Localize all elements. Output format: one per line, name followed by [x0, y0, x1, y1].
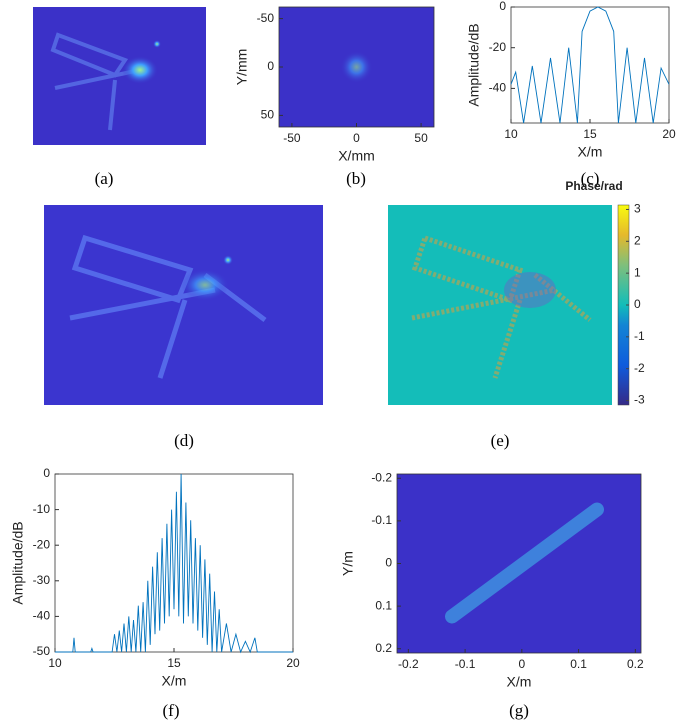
x-tick-label: 15 — [167, 656, 181, 670]
y-tick-label: 0.1 — [375, 598, 392, 612]
y-tick-label: -30 — [33, 573, 51, 587]
caption: (c) — [581, 169, 600, 188]
colorbar-tick-label: 0 — [634, 297, 641, 311]
y-tick-label: -40 — [33, 609, 51, 623]
y-axis-label: Amplitude/dB — [466, 23, 482, 106]
image-e — [388, 204, 630, 406]
y-axis-label: Y/mm — [234, 49, 250, 86]
caption: (a) — [95, 169, 114, 188]
caption: (d) — [174, 431, 194, 450]
image-a — [33, 7, 206, 145]
y-tick-label: 0.2 — [375, 641, 392, 655]
y-axis-label: Y/m — [340, 551, 356, 576]
x-axis-label: X/m — [578, 144, 603, 160]
y-tick-label: -50 — [33, 644, 51, 658]
x-tick-label: -0.2 — [398, 657, 419, 671]
caption: (g) — [509, 701, 529, 720]
x-tick-label: 0 — [353, 131, 360, 145]
data-line — [510, 6, 670, 124]
y-tick-label: -0.1 — [371, 513, 392, 527]
colorbar-label: Phase/rad — [565, 179, 622, 193]
x-tick-label: 15 — [583, 127, 597, 141]
caption: (f) — [163, 701, 180, 720]
x-axis-label: X/m — [162, 673, 187, 689]
x-tick-label: 0.1 — [570, 657, 587, 671]
y-tick-label: 0 — [499, 0, 506, 13]
caption: (e) — [491, 431, 510, 450]
x-tick-label: 50 — [414, 131, 428, 145]
y-tick-label: 50 — [261, 108, 275, 122]
y-axis-label: Amplitude/dB — [10, 521, 26, 604]
x-tick-label: 20 — [662, 127, 676, 141]
spot — [340, 51, 373, 83]
y-tick-label: -0.2 — [371, 470, 392, 484]
x-axis-label: X/m — [507, 674, 532, 690]
x-tick-label: -50 — [283, 131, 301, 145]
y-tick-label: -50 — [257, 11, 275, 25]
colorbar-tick-label: -2 — [634, 361, 645, 375]
colorbar-tick-label: 3 — [634, 202, 641, 216]
x-tick-label: 0 — [518, 657, 525, 671]
y-tick-label: -20 — [33, 537, 51, 551]
y-tick-label: -20 — [489, 40, 507, 54]
axes-box — [54, 473, 294, 653]
y-tick-label: 0 — [267, 59, 274, 73]
y-tick-label: -10 — [33, 502, 51, 516]
colorbar-tick-label: 1 — [634, 265, 641, 279]
colorbar-tick-label: 2 — [634, 233, 641, 247]
x-tick-label: 10 — [48, 656, 62, 670]
x-tick-label: 20 — [286, 656, 300, 670]
y-tick-label: -40 — [489, 81, 507, 95]
x-tick-label: 0.2 — [627, 657, 644, 671]
y-tick-label: 0 — [385, 556, 392, 570]
data-line — [55, 473, 293, 654]
x-tick-label: -0.1 — [455, 657, 476, 671]
caption: (b) — [346, 169, 366, 188]
colorbar-tick-label: -3 — [634, 393, 645, 407]
x-axis-label: X/mm — [338, 148, 375, 164]
colorbar-tick-label: -1 — [634, 329, 645, 343]
x-tick-label: 10 — [504, 127, 518, 141]
y-tick-label: 0 — [43, 466, 50, 480]
image-d — [44, 205, 323, 405]
target-bar — [445, 502, 604, 624]
